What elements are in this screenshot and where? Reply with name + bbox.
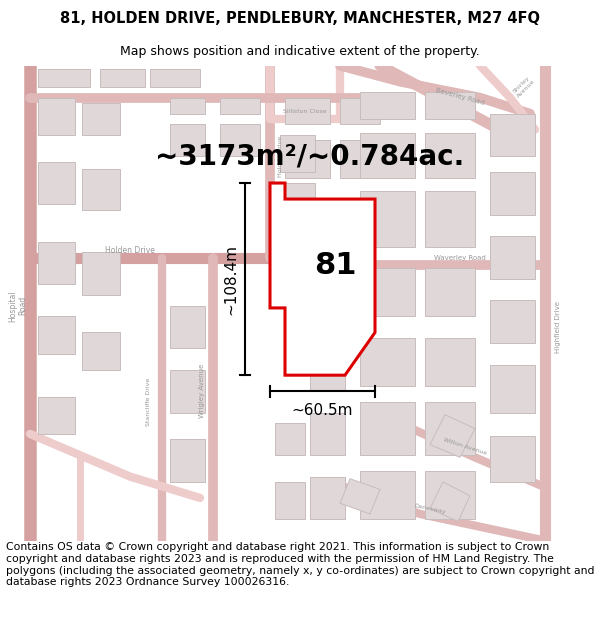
Text: Hospital
Road: Hospital Road (8, 290, 28, 322)
Polygon shape (170, 98, 205, 114)
Polygon shape (425, 268, 475, 316)
Text: Waverley Road: Waverley Road (434, 255, 486, 261)
Polygon shape (280, 135, 315, 172)
Polygon shape (82, 103, 120, 135)
Polygon shape (38, 162, 75, 204)
Polygon shape (285, 98, 330, 124)
Polygon shape (490, 236, 535, 279)
Text: Highfield Drive: Highfield Drive (555, 301, 561, 353)
Polygon shape (310, 412, 345, 455)
Polygon shape (270, 183, 375, 375)
Polygon shape (285, 141, 330, 177)
Polygon shape (430, 414, 475, 458)
Polygon shape (170, 439, 205, 482)
Polygon shape (170, 370, 205, 413)
Text: ~3173m²/~0.784ac.: ~3173m²/~0.784ac. (155, 142, 464, 171)
Polygon shape (275, 482, 305, 519)
Text: Holden Drive: Holden Drive (105, 246, 155, 255)
Polygon shape (310, 359, 345, 391)
Text: Beverley Road: Beverley Road (435, 88, 485, 106)
Polygon shape (340, 479, 380, 514)
Text: Contains OS data © Crown copyright and database right 2021. This information is : Contains OS data © Crown copyright and d… (6, 542, 595, 587)
Text: Holden Drive: Holden Drive (277, 136, 283, 177)
Polygon shape (360, 133, 415, 178)
Polygon shape (275, 423, 305, 455)
Polygon shape (425, 191, 475, 247)
Polygon shape (490, 436, 535, 482)
Text: Stancliffe Drive: Stancliffe Drive (146, 378, 151, 426)
Polygon shape (490, 173, 535, 215)
Polygon shape (150, 69, 200, 87)
Polygon shape (280, 183, 315, 221)
Text: Wilton Avenue: Wilton Avenue (443, 438, 487, 456)
Polygon shape (38, 69, 90, 87)
Polygon shape (82, 169, 120, 210)
Polygon shape (360, 268, 415, 316)
Polygon shape (490, 364, 535, 413)
Polygon shape (340, 141, 380, 177)
Polygon shape (360, 92, 415, 119)
Polygon shape (425, 471, 475, 519)
Polygon shape (38, 242, 75, 284)
Text: 81: 81 (314, 251, 356, 280)
Polygon shape (490, 114, 535, 156)
Polygon shape (38, 98, 75, 135)
Polygon shape (340, 98, 380, 124)
Text: Silliston Close: Silliston Close (283, 109, 327, 114)
Text: Map shows position and indicative extent of the property.: Map shows position and indicative extent… (120, 45, 480, 58)
Polygon shape (490, 301, 535, 343)
Text: ~108.4m: ~108.4m (223, 244, 239, 314)
Polygon shape (38, 396, 75, 434)
Polygon shape (425, 402, 475, 455)
Polygon shape (220, 98, 260, 114)
Polygon shape (430, 482, 470, 521)
Polygon shape (425, 338, 475, 386)
Polygon shape (170, 124, 205, 156)
Polygon shape (360, 191, 415, 247)
Polygon shape (425, 133, 475, 178)
Polygon shape (360, 338, 415, 386)
Polygon shape (82, 332, 120, 370)
Text: Shirley
Avenue: Shirley Avenue (512, 75, 536, 99)
Polygon shape (170, 306, 205, 349)
Polygon shape (360, 471, 415, 519)
Text: ~60.5m: ~60.5m (292, 403, 353, 418)
Polygon shape (220, 124, 260, 156)
Text: 81, HOLDEN DRIVE, PENDLEBURY, MANCHESTER, M27 4FQ: 81, HOLDEN DRIVE, PENDLEBURY, MANCHESTER… (60, 11, 540, 26)
Text: Danesway: Danesway (413, 503, 446, 514)
Polygon shape (360, 402, 415, 455)
Polygon shape (100, 69, 145, 87)
Polygon shape (38, 316, 75, 354)
Polygon shape (310, 477, 345, 519)
Polygon shape (82, 253, 120, 295)
Text: Wrigley Avenue: Wrigley Avenue (199, 364, 205, 418)
Polygon shape (425, 92, 475, 119)
